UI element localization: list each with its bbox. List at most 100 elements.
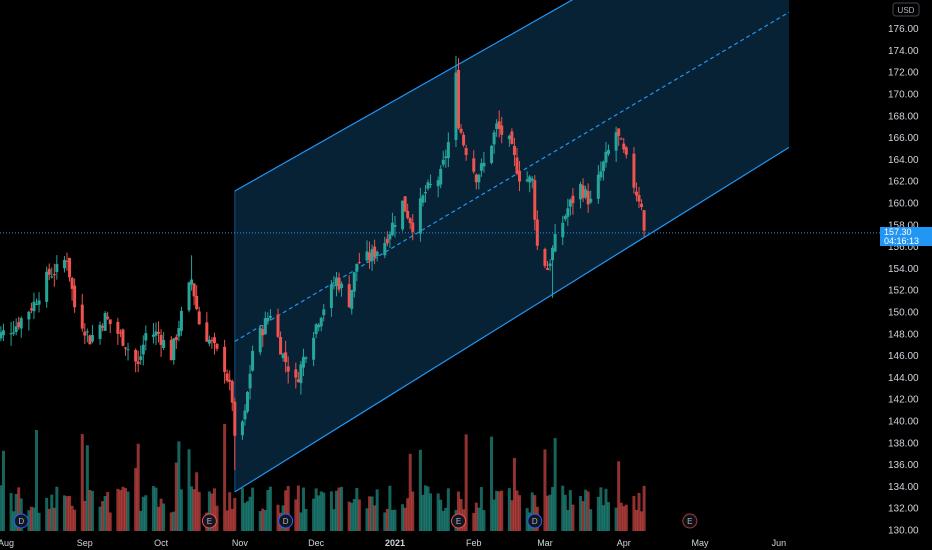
candle-body bbox=[248, 373, 252, 389]
volume-bar bbox=[334, 490, 338, 531]
currency-badge[interactable]: USD bbox=[892, 2, 920, 17]
volume-bar bbox=[551, 487, 555, 531]
candle-body bbox=[177, 328, 181, 337]
candle-body bbox=[454, 72, 458, 140]
candle-body bbox=[607, 149, 611, 154]
candle-body bbox=[169, 339, 173, 361]
volume-bar bbox=[17, 487, 21, 531]
candle-body bbox=[106, 316, 110, 319]
x-tick-label: Dec bbox=[308, 538, 325, 548]
candle-body bbox=[599, 171, 603, 178]
volume-bar bbox=[299, 512, 303, 531]
y-tick-label: 168.00 bbox=[888, 111, 919, 122]
candle-body bbox=[19, 318, 23, 329]
volume-bar bbox=[35, 429, 39, 531]
volume-bar bbox=[83, 500, 87, 531]
candle-body bbox=[492, 132, 496, 145]
candle-body bbox=[563, 216, 567, 220]
candle-body bbox=[151, 334, 155, 337]
candle-body bbox=[474, 174, 478, 183]
volume-bar bbox=[457, 491, 461, 531]
candle-body bbox=[85, 331, 89, 333]
volume-bar bbox=[329, 491, 333, 531]
volume-bar bbox=[68, 495, 72, 531]
candle-body bbox=[304, 357, 308, 360]
candle-body bbox=[154, 331, 158, 336]
volume-bar bbox=[370, 496, 374, 531]
volume-bar bbox=[52, 507, 56, 531]
candle-body bbox=[261, 329, 265, 336]
candle-body bbox=[205, 322, 209, 342]
regression-channel[interactable] bbox=[234, 0, 790, 493]
volume-bar bbox=[441, 510, 445, 531]
volume-bar bbox=[347, 501, 351, 531]
volume-bar bbox=[500, 490, 504, 531]
volume-bar bbox=[464, 434, 468, 531]
svg-text:E: E bbox=[687, 517, 692, 526]
candle-body bbox=[83, 331, 87, 336]
y-tick-label: 150.00 bbox=[888, 308, 919, 319]
y-tick-label: 158.00 bbox=[888, 220, 919, 231]
volume-bar bbox=[101, 501, 105, 531]
candle-body bbox=[179, 310, 183, 331]
volume-bar bbox=[518, 495, 522, 531]
svg-text:D: D bbox=[283, 517, 289, 526]
candle-body bbox=[286, 366, 290, 372]
candle-body bbox=[614, 132, 618, 151]
candle-body bbox=[365, 251, 369, 261]
volume-bar bbox=[393, 509, 397, 531]
candle-body bbox=[118, 332, 122, 334]
candle-body bbox=[174, 337, 178, 341]
volume-bar bbox=[632, 496, 636, 531]
candle-body bbox=[525, 179, 529, 182]
volume-bar bbox=[634, 509, 638, 531]
x-tick-label: Sep bbox=[77, 538, 93, 548]
volume-bar bbox=[207, 491, 211, 531]
price-axis[interactable]: 130.00 132.00 134.00 136.00 138.00 140.00 142.… bbox=[0, 24, 919, 537]
candle-body bbox=[497, 121, 501, 129]
volume-bar bbox=[624, 504, 628, 531]
svg-text:E: E bbox=[456, 517, 461, 526]
earnings-event-badge: E bbox=[682, 513, 698, 529]
candle-body bbox=[490, 145, 494, 163]
volume-bar bbox=[55, 486, 59, 531]
candle-body bbox=[632, 153, 636, 188]
volume-bar bbox=[365, 508, 369, 531]
volume-bar bbox=[401, 504, 405, 531]
volume-bar bbox=[192, 489, 196, 531]
volume-bar bbox=[319, 491, 323, 531]
candle-body bbox=[62, 259, 66, 269]
candle-body bbox=[98, 324, 102, 339]
candle-body bbox=[225, 373, 229, 381]
channel-lower-line bbox=[234, 146, 790, 493]
candle-body bbox=[411, 222, 415, 232]
candle-body bbox=[55, 264, 59, 273]
volume-bar bbox=[258, 511, 262, 531]
volume-bar bbox=[9, 493, 13, 531]
volume-bar bbox=[134, 468, 138, 531]
candle-body bbox=[383, 242, 387, 256]
candle-body bbox=[561, 222, 565, 238]
candle-body bbox=[319, 317, 323, 327]
candle-body bbox=[393, 224, 397, 228]
time-axis[interactable]: Aug Sep Oct Nov Dec 2021 Feb Mar Apr May Jun bbox=[0, 538, 786, 548]
volume-bar bbox=[88, 489, 92, 531]
volume-bar bbox=[284, 490, 288, 531]
candle-body bbox=[116, 321, 120, 334]
candle-body bbox=[436, 180, 440, 187]
x-tick-label: 2021 bbox=[385, 538, 405, 548]
y-tick-label: 164.00 bbox=[888, 155, 919, 166]
y-tick-label: 176.00 bbox=[888, 24, 919, 35]
volume-bar bbox=[530, 492, 534, 531]
volume-bar bbox=[619, 502, 623, 531]
volume-bar bbox=[322, 492, 326, 531]
volume-bar bbox=[154, 487, 158, 531]
volume-bar bbox=[563, 494, 567, 531]
y-tick-label: 160.00 bbox=[888, 199, 919, 210]
candle-body bbox=[123, 347, 127, 349]
volume-bar bbox=[159, 498, 163, 531]
candle-body bbox=[507, 135, 511, 140]
y-tick-label: 154.00 bbox=[888, 264, 919, 275]
